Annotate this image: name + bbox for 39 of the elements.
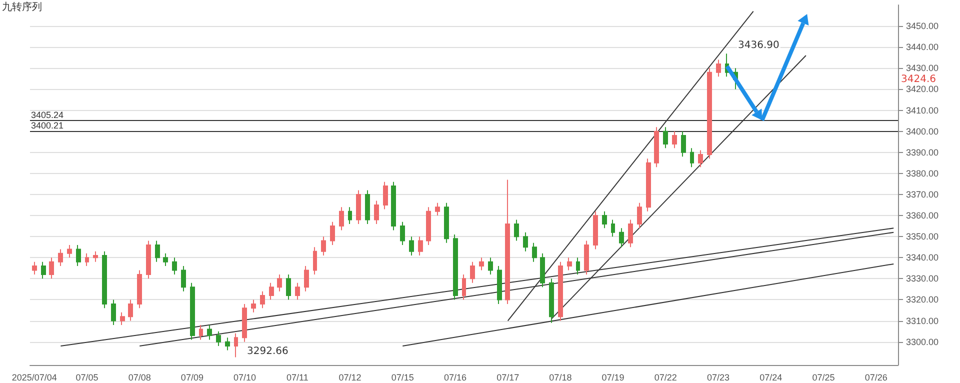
y-tick-label: 3370.00 bbox=[906, 189, 939, 200]
y-tick-label: 3400.00 bbox=[906, 126, 939, 136]
ref-line-label: 3405.24 bbox=[31, 110, 64, 120]
x-tick-label: 07/12 bbox=[338, 372, 362, 382]
y-tick-label: 3310.00 bbox=[906, 316, 939, 326]
y-tick-label: 3430.00 bbox=[906, 63, 939, 74]
x-tick-label: 07/16 bbox=[444, 372, 466, 382]
y-tick-label: 3350.00 bbox=[906, 232, 939, 242]
x-tick-label: 07/17 bbox=[496, 372, 520, 382]
x-tick-label: 07/05 bbox=[76, 372, 98, 382]
ref-line-label: 3400.21 bbox=[31, 120, 64, 130]
y-tick-label: 3440.00 bbox=[906, 42, 939, 52]
x-tick-label: 07/09 bbox=[180, 372, 204, 382]
annotation: 3436.90 bbox=[738, 40, 780, 52]
y-tick-label: 3300.00 bbox=[906, 336, 939, 347]
text: 3424.6 bbox=[901, 74, 936, 86]
y-tick-label: 3380.00 bbox=[906, 168, 939, 178]
x-tick-label: 07/22 bbox=[654, 372, 677, 382]
annotation: 3292.66 bbox=[247, 346, 288, 357]
x-tick-label: 07/18 bbox=[549, 372, 572, 382]
x-tick-label: 07/26 bbox=[864, 372, 888, 382]
x-tick-label: 07/10 bbox=[234, 372, 256, 382]
y-tick-label: 3450.00 bbox=[906, 21, 939, 32]
x-tick-label: 07/19 bbox=[602, 372, 624, 382]
y-tick-label: 3420.00 bbox=[906, 84, 939, 94]
x-tick-label: 07/24 bbox=[760, 372, 782, 382]
y-tick-label: 3340.00 bbox=[906, 252, 939, 263]
y-tick-label: 3320.00 bbox=[906, 294, 939, 305]
x-tick-label: 07/08 bbox=[128, 372, 151, 382]
chart-title: 九转序列 bbox=[2, 0, 42, 14]
y-tick-label: 3410.00 bbox=[906, 105, 939, 116]
x-tick-label: 2025/07/04 bbox=[12, 372, 57, 382]
y-tick-label: 3330.00 bbox=[906, 274, 939, 284]
x-tick-label: 07/25 bbox=[812, 372, 835, 382]
x-tick-label: 07/11 bbox=[286, 372, 308, 382]
x-tick-label: 07/23 bbox=[706, 372, 730, 382]
y-tick-label: 3390.00 bbox=[906, 147, 939, 158]
x-tick-label: 07/15 bbox=[391, 372, 414, 382]
y-tick-label: 3360.00 bbox=[906, 210, 939, 221]
